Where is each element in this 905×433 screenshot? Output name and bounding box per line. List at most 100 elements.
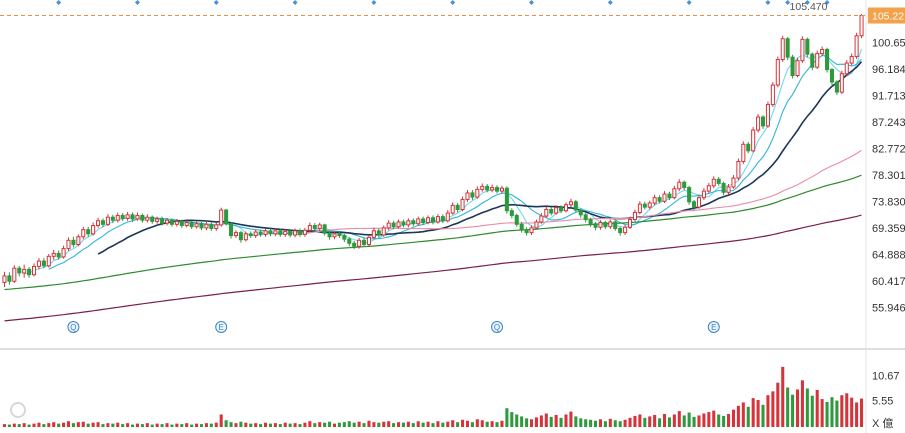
volume-bar xyxy=(451,420,455,427)
event-marker-e[interactable]: E xyxy=(215,321,228,333)
candle-body xyxy=(544,209,549,217)
volume-bar xyxy=(387,421,391,427)
volume-bar xyxy=(263,422,268,427)
candle-body xyxy=(337,233,342,237)
ma60-line xyxy=(295,149,862,236)
candle-body xyxy=(539,215,544,223)
candle xyxy=(248,231,253,238)
candle xyxy=(667,191,672,201)
candle-body xyxy=(618,227,623,234)
volume-bar xyxy=(584,419,588,427)
volume-bar xyxy=(594,420,598,427)
candle xyxy=(854,32,859,59)
volume-bar xyxy=(62,422,66,427)
volume-bar xyxy=(392,423,396,427)
volume-bar xyxy=(367,420,371,427)
candle-body xyxy=(307,225,312,231)
candle xyxy=(544,206,549,218)
candle xyxy=(726,184,731,195)
candle-body xyxy=(140,214,145,221)
volume-bar xyxy=(91,422,95,427)
candle xyxy=(470,189,475,201)
candle-body xyxy=(652,197,657,204)
candle xyxy=(534,219,539,230)
volume-bar xyxy=(214,422,218,427)
volume-bar xyxy=(298,424,302,427)
candle xyxy=(342,233,347,243)
candle-body xyxy=(96,220,101,227)
top-marker-diamond xyxy=(134,0,140,5)
candle-body xyxy=(696,197,702,208)
candle-body xyxy=(578,209,583,216)
candle-body xyxy=(41,260,46,267)
candle xyxy=(455,202,460,213)
candle-body xyxy=(381,227,386,236)
volume-bar xyxy=(416,421,420,427)
volume-bar xyxy=(776,382,780,427)
candle xyxy=(293,228,298,238)
volume-bar xyxy=(17,424,21,427)
candle-body xyxy=(396,221,401,228)
volume-bar xyxy=(2,424,6,427)
volume-bar xyxy=(480,420,484,427)
candle xyxy=(519,221,524,233)
volume-bar xyxy=(150,424,154,427)
candle xyxy=(499,185,504,194)
price-tick-label: 91.713 xyxy=(872,91,905,103)
volume-bar xyxy=(446,421,450,427)
candle-body xyxy=(100,220,106,225)
candle-body xyxy=(608,221,613,228)
candle-body xyxy=(366,236,371,245)
candle-body xyxy=(642,203,647,208)
volume-bar xyxy=(431,423,435,427)
candle-body xyxy=(155,218,160,222)
volume-bar xyxy=(608,418,612,427)
candle xyxy=(209,222,214,231)
candle xyxy=(51,249,56,260)
candle-body xyxy=(416,218,421,225)
top-marker-diamond xyxy=(804,0,810,5)
event-marker-circle xyxy=(215,321,228,333)
volume-bar xyxy=(116,422,120,427)
volume-bar xyxy=(7,424,11,427)
candle xyxy=(583,213,588,223)
candle-body xyxy=(785,38,790,58)
candle xyxy=(189,220,194,230)
top-marker-diamond xyxy=(292,0,298,5)
volume-bar xyxy=(268,423,272,427)
candle-body xyxy=(194,223,199,228)
candle xyxy=(652,194,657,206)
event-marker-q[interactable]: Q xyxy=(67,321,80,333)
candle xyxy=(480,183,485,192)
candle xyxy=(96,217,101,228)
candle-body xyxy=(775,59,780,86)
candle xyxy=(12,265,17,284)
candle xyxy=(76,234,81,247)
volume-bar xyxy=(229,422,233,427)
volume-bar xyxy=(672,414,676,427)
candle xyxy=(283,229,288,237)
volume-bar xyxy=(589,419,593,427)
last-price-tag xyxy=(868,7,905,24)
volume-bar xyxy=(436,421,440,427)
candle xyxy=(672,185,677,200)
volume-bar xyxy=(702,413,706,427)
volume-bar xyxy=(323,422,327,427)
event-marker-e[interactable]: E xyxy=(707,321,720,333)
volume-bar xyxy=(564,414,568,427)
volume-bar xyxy=(520,416,524,427)
candle-body xyxy=(603,222,608,228)
candle-body xyxy=(667,193,672,199)
candle-body xyxy=(692,201,697,208)
candle xyxy=(682,180,687,190)
volume-bar xyxy=(372,422,376,427)
price-tick-label: 64.888 xyxy=(872,250,905,262)
event-marker-letter: Q xyxy=(70,323,76,332)
event-marker-q[interactable]: Q xyxy=(491,321,504,333)
volume-bar xyxy=(273,423,277,427)
candle xyxy=(229,222,234,239)
candle xyxy=(238,230,243,243)
